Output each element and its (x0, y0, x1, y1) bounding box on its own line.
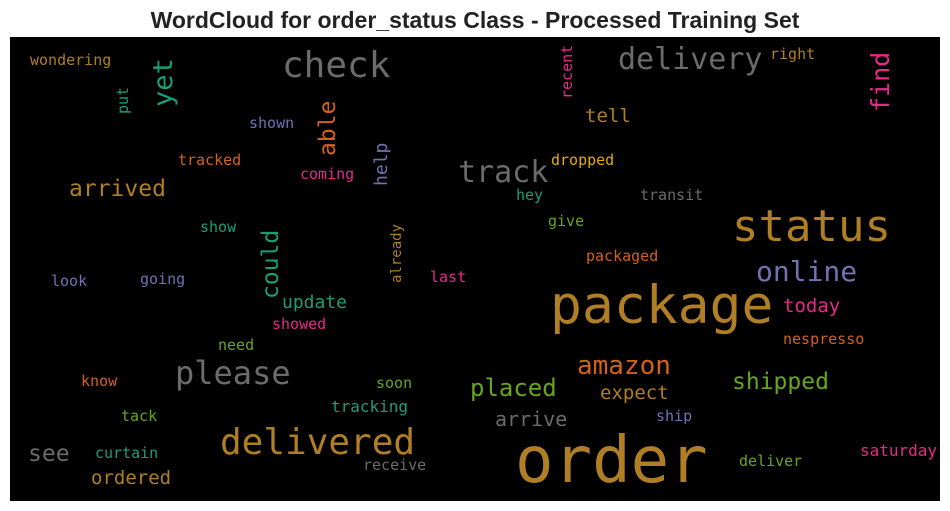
word-arrived: arrived (69, 176, 166, 202)
word-receive: receive (363, 456, 427, 474)
word-know: know (81, 372, 118, 390)
word-right: right (770, 45, 816, 63)
word-soon: soon (376, 374, 413, 392)
word-tack: tack (121, 407, 158, 425)
word-check: check (282, 45, 391, 86)
word-shown: shown (249, 114, 295, 132)
word-saturday: saturday (860, 441, 938, 460)
word-tracked: tracked (178, 151, 242, 169)
word-ordered: ordered (91, 467, 172, 489)
word-delivered: delivered (220, 422, 416, 463)
word-ship: ship (656, 407, 693, 425)
word-nespresso: nespresso (783, 330, 865, 348)
word-expect: expect (600, 382, 669, 404)
word-tracking: tracking (331, 397, 409, 416)
word-going: going (140, 270, 186, 288)
word-deliver: deliver (739, 452, 803, 470)
word-delivery: delivery (618, 42, 763, 77)
word-amazon: amazon (577, 351, 671, 381)
word-tell: tell (585, 105, 631, 127)
word-wondering: wondering (30, 51, 112, 69)
word-hey: hey (516, 186, 544, 204)
word-please: please (175, 354, 291, 392)
word-show: show (200, 218, 237, 236)
word-placed: placed (470, 374, 557, 402)
word-curtain: curtain (95, 444, 159, 462)
word-track: track (458, 155, 549, 190)
word-packaged: packaged (586, 247, 659, 265)
word-already: already (389, 223, 405, 283)
word-help: help (371, 142, 392, 186)
word-last: last (430, 268, 467, 286)
word-today: today (783, 295, 841, 317)
word-arrive: arrive (495, 407, 568, 431)
word-update: update (282, 292, 348, 313)
word-shipped: shipped (732, 369, 829, 395)
word-need: need (218, 336, 255, 354)
word-yet: yet (148, 58, 179, 107)
word-status: status (732, 201, 891, 252)
chart-title: WordCloud for order_status Class - Proce… (150, 7, 800, 33)
wordcloud-canvas: order package status delivered check ple… (10, 37, 940, 501)
word-order: order (515, 424, 708, 498)
word-find: find (866, 51, 895, 112)
word-able: able (315, 100, 341, 156)
word-dropped: dropped (551, 151, 615, 169)
word-coming: coming (300, 165, 355, 183)
word-give: give (548, 212, 585, 230)
word-could: could (258, 229, 284, 299)
word-put: put (114, 86, 132, 114)
word-recent: recent (558, 44, 576, 99)
word-showed: showed (272, 315, 327, 333)
word-see: see (28, 441, 70, 467)
word-online: online (756, 255, 858, 288)
word-transit: transit (640, 186, 704, 204)
word-look: look (51, 272, 88, 290)
word-package: package (550, 275, 774, 336)
